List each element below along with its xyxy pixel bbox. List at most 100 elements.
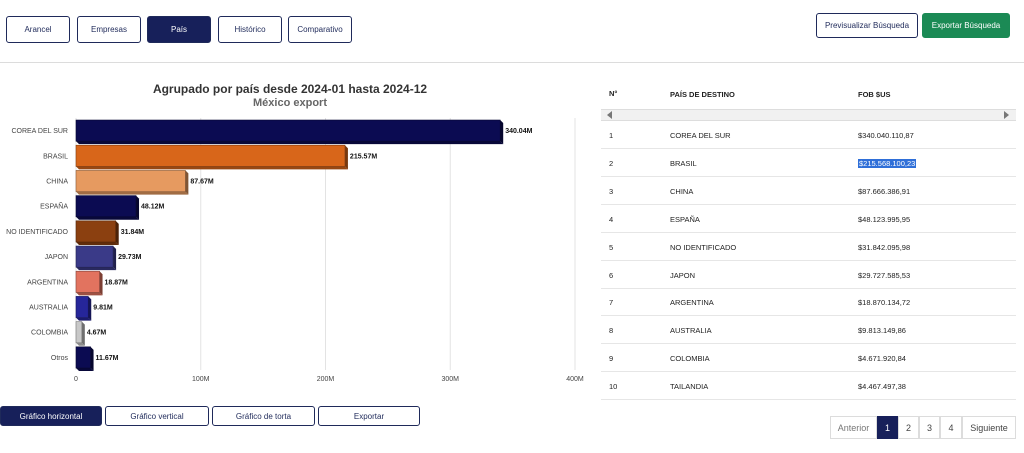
scroll-right-icon[interactable] — [1004, 111, 1009, 119]
bar — [75, 144, 346, 167]
bar-side — [90, 346, 94, 371]
category-label: Otros — [51, 355, 69, 362]
bar-bottom — [76, 141, 504, 145]
table-row[interactable]: 8 AUSTRALIA $9.813.149,86 — [601, 316, 1016, 345]
bar — [75, 321, 83, 344]
row-fob-value: $4.467.497,38 — [858, 382, 906, 392]
vertical-chart-button[interactable]: Gráfico vertical — [105, 406, 209, 426]
pagination-page-1[interactable]: 1 — [877, 416, 898, 439]
pagination-next[interactable]: Siguiente — [962, 416, 1016, 439]
row-fob-value: $31.842.095,98 — [858, 242, 911, 252]
scroll-left-icon[interactable] — [607, 111, 612, 119]
tab-comparativo[interactable]: Comparativo — [288, 16, 352, 43]
data-label: 31.84M — [121, 229, 145, 236]
row-number: 4 — [609, 214, 614, 224]
export-search-button[interactable]: Exportar Búsqueda — [922, 13, 1010, 38]
category-label: AUSTRALIA — [29, 305, 68, 312]
pagination-page-3[interactable]: 3 — [919, 416, 940, 439]
export-chart-button[interactable]: Exportar — [318, 406, 420, 426]
x-tick-label: 0 — [74, 376, 78, 383]
data-label: 340.04M — [505, 128, 532, 135]
row-fob: $18.870.134,72 — [858, 298, 910, 307]
category-label: JAPON — [45, 254, 68, 261]
row-number: 5 — [609, 242, 614, 252]
horizontal-scrollbar[interactable] — [601, 109, 1016, 121]
data-label: 9.81M — [93, 305, 113, 312]
header-number: N° — [609, 89, 618, 98]
tab-historico[interactable]: Histórico — [218, 16, 282, 43]
row-fob: $31.842.095,98 — [858, 243, 910, 252]
table-row[interactable]: 7 ARGENTINA $18.870.134,72 — [601, 288, 1016, 317]
table-row[interactable]: 9 COLOMBIA $4.671.920,84 — [601, 344, 1016, 373]
pagination-page-2[interactable]: 2 — [898, 416, 919, 439]
x-tick-label: 400M — [566, 376, 584, 383]
pagination-page-4[interactable]: 4 — [940, 416, 962, 439]
table-row[interactable]: 2 BRASIL $215.568.100,23 — [601, 149, 1016, 177]
tab-empresas[interactable]: Empresas — [77, 16, 141, 43]
data-label: 29.73M — [118, 254, 142, 261]
data-label: 4.67M — [87, 330, 107, 337]
category-label: NO IDENTIFICADO — [6, 229, 68, 236]
bar — [75, 220, 117, 243]
pie-chart-button[interactable]: Gráfico de torta — [212, 406, 315, 426]
chart-subtitle: México export — [253, 97, 327, 109]
table-row[interactable]: 5 NO IDENTIFICADO $31.842.095,98 — [601, 233, 1016, 261]
bar-side — [88, 296, 92, 321]
bar-bottom — [76, 317, 92, 321]
chart-title: Agrupado por país desde 2024-01 hasta 20… — [152, 82, 428, 96]
horizontal-chart-button[interactable]: Gráfico horizontal — [0, 406, 102, 426]
row-number: 3 — [609, 186, 614, 196]
bar-side — [99, 271, 103, 296]
row-fob-value: $215.568.100,23 — [858, 158, 917, 168]
x-tick-label: 300M — [441, 376, 459, 383]
table-row[interactable]: 1 COREA DEL SUR $340.040.110,87 — [601, 121, 1016, 149]
preview-search-button[interactable]: Previsualizar Búsqueda — [816, 13, 918, 38]
table-row[interactable]: 4 ESPAÑA $48.123.995,95 — [601, 205, 1016, 233]
category-label: ESPAÑA — [40, 202, 68, 211]
bar — [75, 195, 137, 218]
row-country: AUSTRALIA — [670, 326, 712, 336]
bar-chart: 0 100M 200M 300M 400M COREA DEL SUR 340.04M BRA… — [6, 118, 584, 383]
bar-bottom — [76, 241, 119, 245]
bar-bottom — [76, 292, 103, 296]
row-fob-value: $29.727.585,53 — [858, 270, 911, 280]
row-fob-value: $18.870.134,72 — [858, 298, 911, 308]
bar-side — [344, 145, 348, 170]
row-fob-value: $340.040.110,87 — [858, 131, 914, 140]
row-country: ESPAÑA — [670, 214, 700, 224]
data-label: 18.87M — [105, 279, 129, 286]
bar-side — [113, 246, 117, 271]
tab-pais[interactable]: País — [147, 16, 211, 43]
category-label: COLOMBIA — [31, 330, 68, 337]
bar-bottom — [76, 267, 117, 271]
data-label: 87.67M — [190, 179, 214, 186]
header-divider — [0, 62, 1024, 63]
table-row[interactable]: 3 CHINA $87.666.386,91 — [601, 177, 1016, 205]
row-number: 10 — [609, 382, 618, 392]
row-country: NO IDENTIFICADO — [670, 242, 737, 252]
row-fob-value: $48.123.995,95 — [858, 214, 911, 224]
x-tick-label: 200M — [317, 376, 335, 383]
row-fob: $340.040.110,87 — [858, 131, 914, 140]
row-country: JAPON — [670, 270, 696, 280]
row-number: 7 — [609, 298, 614, 308]
row-fob: $4.671.920,84 — [858, 354, 906, 363]
data-label: 11.67M — [96, 355, 119, 362]
row-number: 2 — [609, 158, 614, 168]
row-number: 8 — [609, 326, 614, 336]
row-country: BRASIL — [670, 158, 697, 168]
tab-arancel[interactable]: Arancel — [6, 16, 70, 43]
row-country: TAILANDIA — [670, 382, 709, 392]
bar-bottom — [76, 342, 85, 346]
row-fob-value: $9.813.149,86 — [858, 326, 906, 336]
row-fob: $215.568.100,23 — [858, 158, 917, 168]
bar-bottom — [76, 191, 189, 195]
header-fob: FOB $US — [858, 90, 891, 99]
bar — [75, 170, 186, 192]
category-label: COREA DEL SUR — [11, 128, 68, 135]
pagination-prev[interactable]: Anterior — [830, 416, 877, 439]
bar — [75, 270, 100, 293]
table-row[interactable]: 10 TAILANDIA $4.467.497,38 — [601, 372, 1016, 401]
table-row[interactable]: 6 JAPON $29.727.585,53 — [601, 261, 1016, 289]
bar-side — [136, 195, 140, 220]
